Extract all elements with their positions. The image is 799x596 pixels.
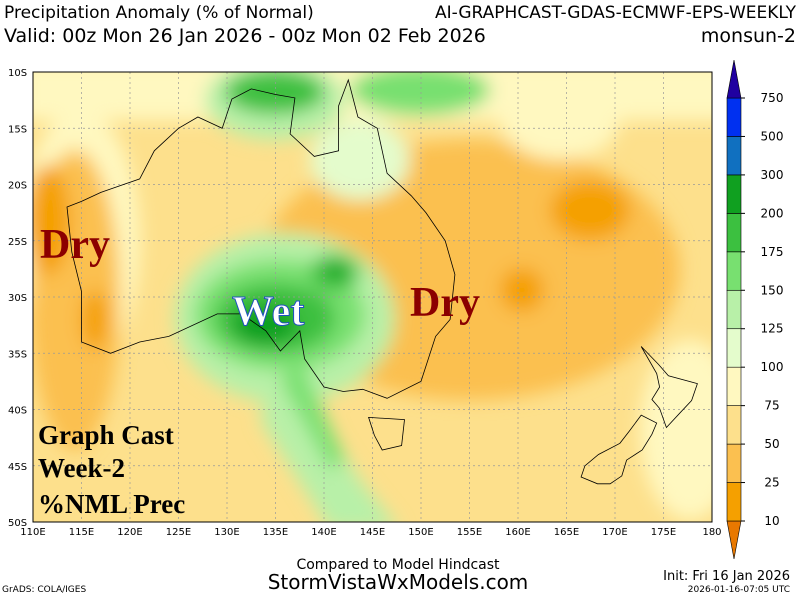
colorbar-cap — [726, 59, 742, 99]
lon-label: 125E — [166, 527, 191, 538]
lon-label: 175E — [651, 527, 676, 538]
colorbar-bin — [726, 405, 742, 445]
colorbar-bin — [726, 482, 742, 522]
lon-label: 130E — [214, 527, 239, 538]
coastline — [66, 78, 456, 399]
lon-label: 180 — [702, 527, 721, 538]
colorbar-label: 100 — [761, 360, 784, 374]
footer-note: Compared to Model Hindcast — [296, 557, 500, 573]
map-field — [33, 72, 712, 522]
colorbar-label: 750 — [761, 91, 784, 105]
lat-label: 30S — [8, 293, 27, 304]
lon-label: 140E — [311, 527, 336, 538]
coastline — [640, 346, 698, 429]
colorbar: 10 25 50 75 100 125 150 175 200 300 500 750 — [726, 59, 784, 560]
lon-label: 145E — [360, 527, 385, 538]
annotation: Dry — [410, 280, 480, 326]
coastline — [580, 414, 658, 485]
lon-label: 170E — [602, 527, 627, 538]
valid-time: Valid: 00z Mon 26 Jan 2026 - 00z Mon 02 … — [4, 25, 486, 47]
lat-label: 45S — [8, 462, 27, 473]
lat-label: 20S — [8, 181, 27, 192]
colorbar-label: 10 — [764, 514, 779, 528]
colorbar-bin — [726, 289, 742, 330]
colorbar-label: 200 — [761, 206, 784, 220]
model: AI-GRAPHCAST-GDAS-ECMWF-EPS-WEEKLY — [435, 3, 797, 23]
lat-label: 15S — [8, 124, 27, 135]
coastline — [66, 78, 698, 485]
colorbar-label: 175 — [761, 245, 784, 259]
colorbar-cap — [726, 520, 742, 560]
lat-label: 35S — [8, 349, 27, 360]
colorbar-label: 125 — [761, 322, 784, 336]
lon-label: 155E — [457, 527, 482, 538]
colorbar-bin — [726, 97, 742, 137]
lon-label: 150E — [408, 527, 433, 538]
lat-label: 50S — [8, 518, 27, 529]
lon-label: 110E — [20, 527, 45, 538]
colorbar-label: 75 — [764, 399, 779, 413]
note: %NML Prec — [38, 489, 185, 519]
colorbar-bin — [726, 366, 742, 406]
lat-label: 10S — [8, 68, 27, 79]
colorbar-bin — [726, 443, 742, 483]
colorbar-label: 150 — [761, 283, 784, 297]
colorbar-label: 500 — [761, 129, 784, 143]
map-frame — [32, 71, 713, 523]
region: monsun-2 — [701, 25, 796, 47]
colorbar-label: 300 — [761, 168, 784, 182]
annotation: Wet — [232, 289, 304, 335]
colorbar-bin — [726, 328, 742, 368]
colorbar-bin — [726, 174, 742, 214]
colorbar-bin — [726, 136, 742, 176]
lon-label: 135E — [263, 527, 288, 538]
colorbar-label: 25 — [764, 476, 779, 490]
coastline — [368, 416, 405, 451]
footer-init: Init: Fri 16 Jan 2026 — [663, 569, 790, 584]
lon-label: 115E — [69, 527, 94, 538]
colorbar-label: 50 — [764, 437, 779, 451]
footer-stamp: 2026-01-16-07:05 UTC — [688, 585, 790, 595]
footer-grads: GrADS: COLA/IGES — [2, 585, 86, 595]
lon-label: 120E — [117, 527, 142, 538]
lon-label: 160E — [505, 527, 530, 538]
note: Week-2 — [38, 453, 125, 483]
colorbar-bin — [726, 213, 742, 253]
title: Precipitation Anomaly (% of Normal) — [4, 3, 314, 23]
footer-site: StormVistaWxModels.com — [268, 570, 529, 594]
note: Graph Cast — [38, 420, 174, 450]
lat-label: 25S — [8, 237, 27, 248]
lon-label: 165E — [554, 527, 579, 538]
colorbar-bin — [726, 251, 742, 291]
lat-label: 40S — [8, 406, 27, 417]
graticule — [33, 72, 712, 522]
annotation: Dry — [40, 222, 110, 268]
